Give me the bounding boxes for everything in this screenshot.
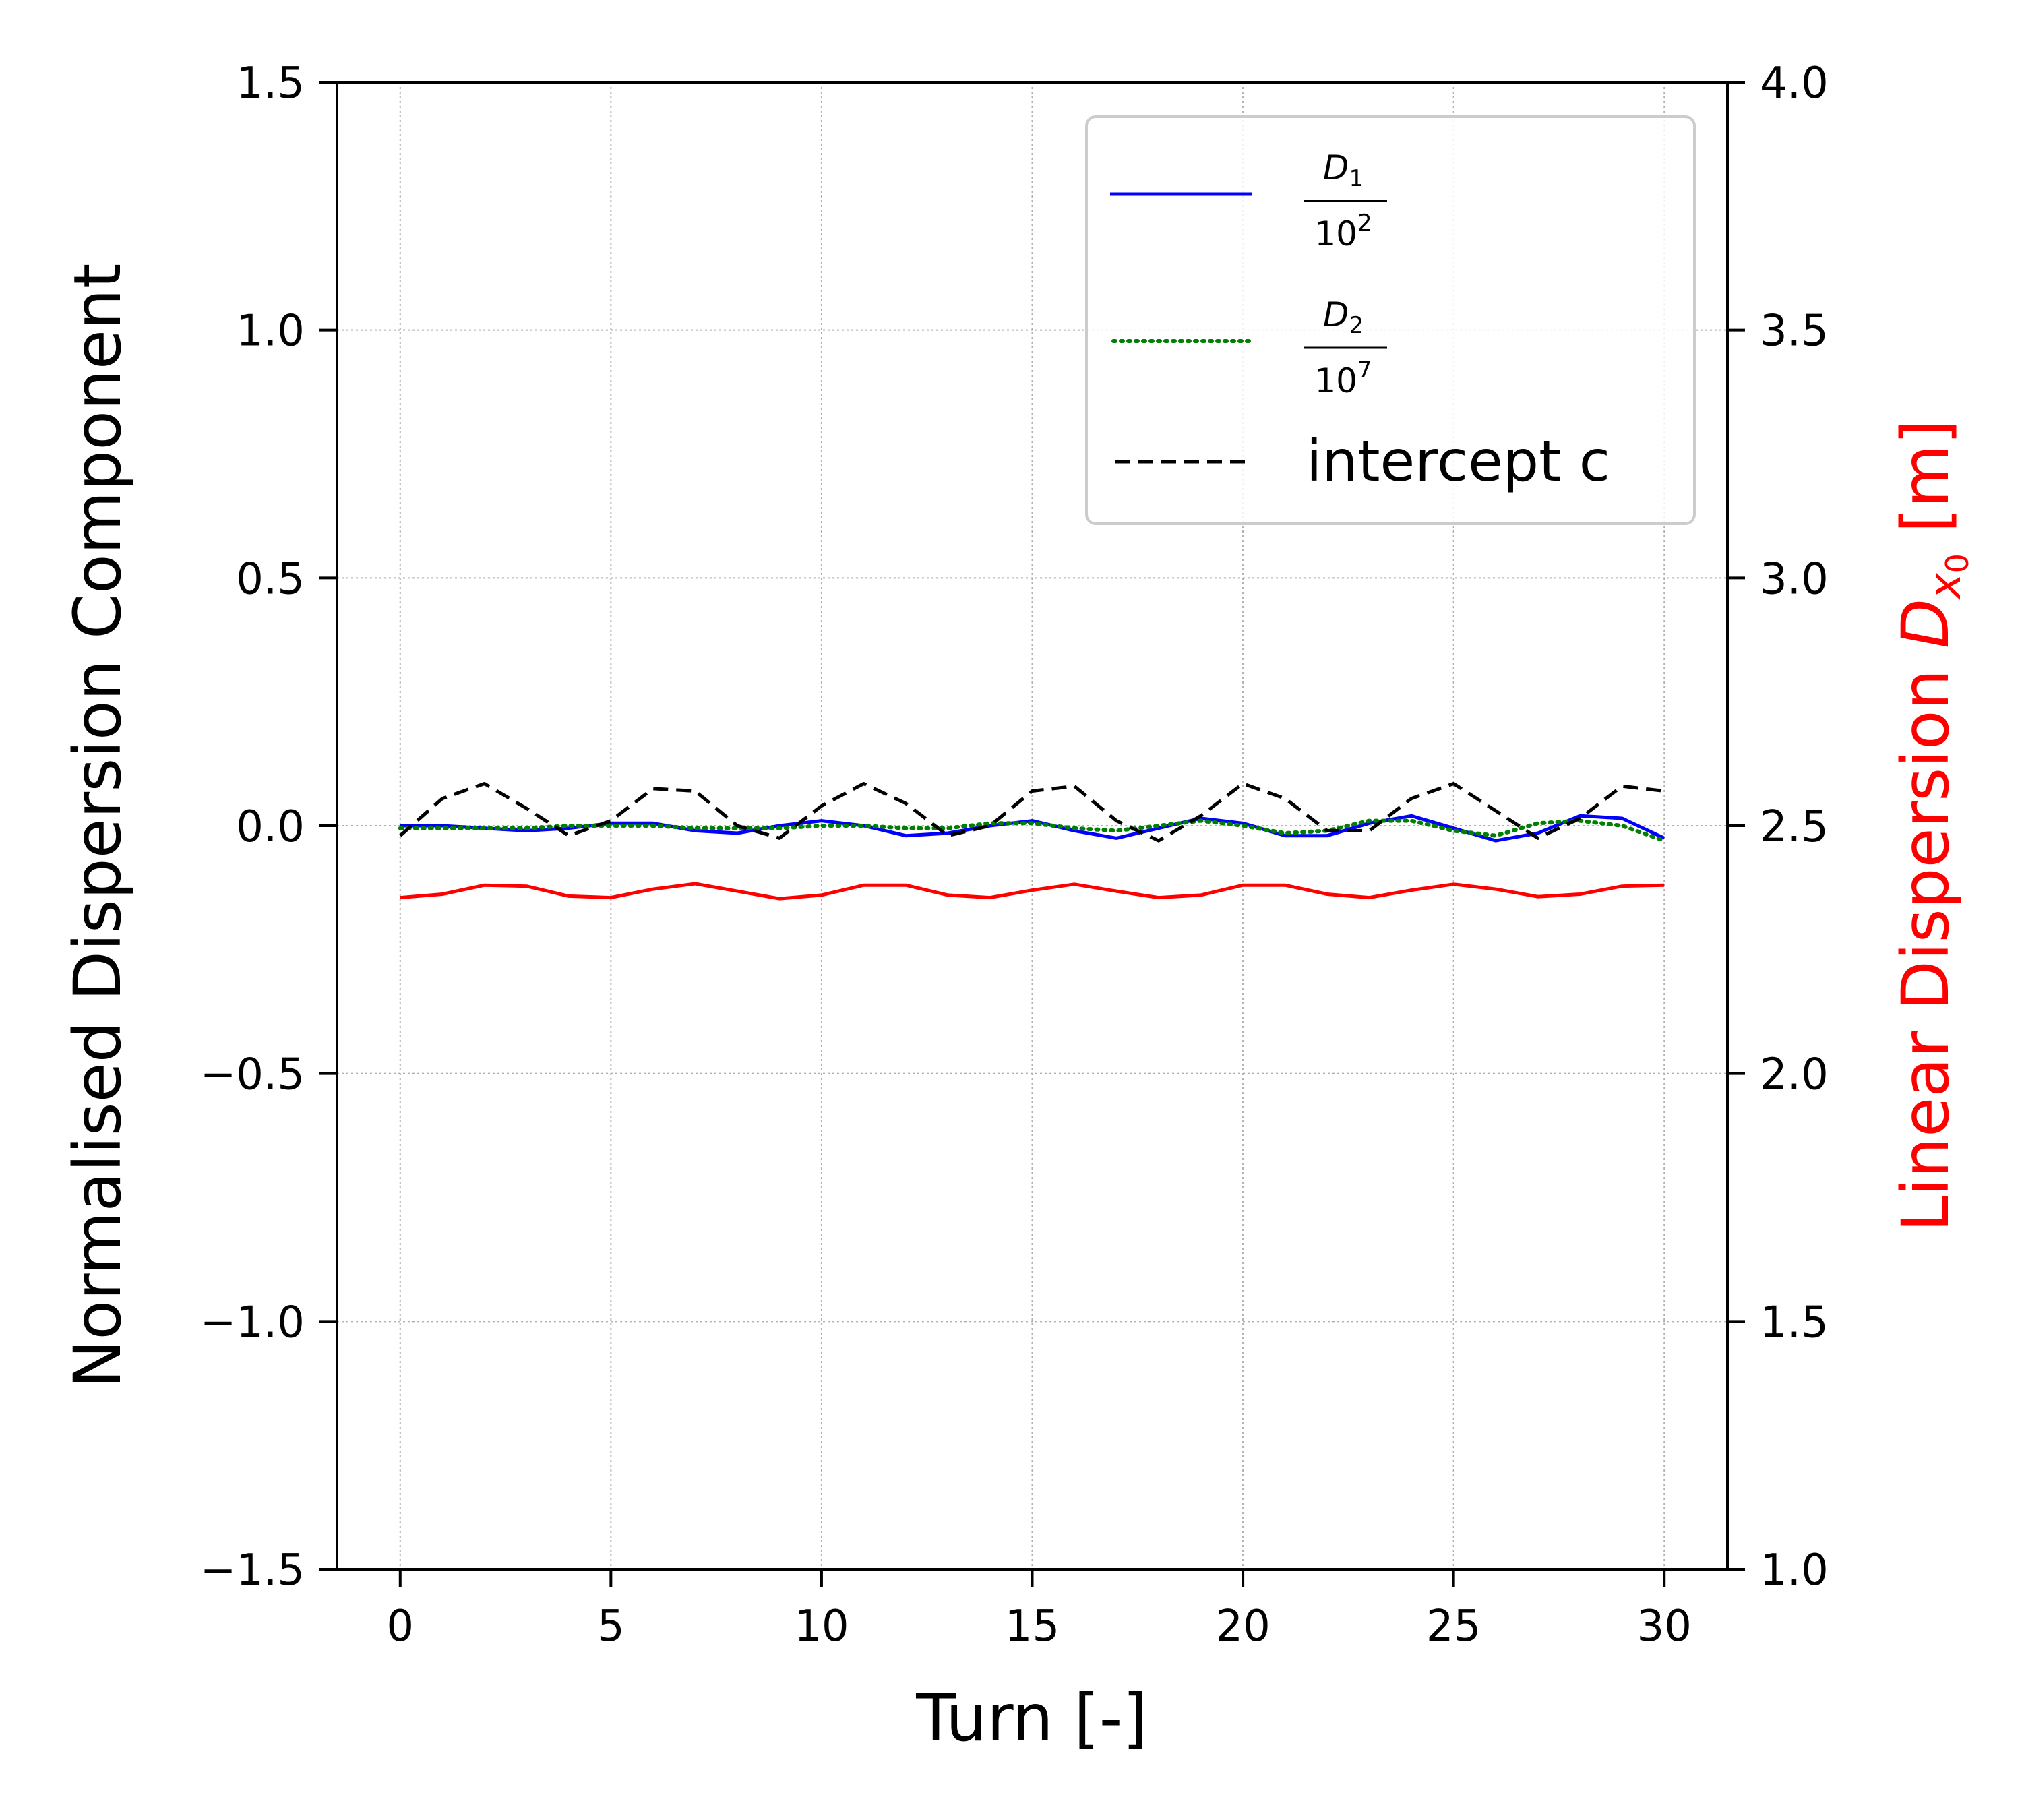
y-tick-label: 0.5 <box>236 554 305 604</box>
y2-axis-title-symbol: D <box>1888 599 1963 648</box>
y2-axis-title-suffix: [m] <box>1888 419 1963 553</box>
y-tick-label: −1.5 <box>200 1546 305 1596</box>
y2-tick-label: 1.5 <box>1760 1298 1829 1347</box>
y-tick-label: 1.0 <box>236 307 305 357</box>
legend-frame <box>1085 115 1696 525</box>
legend-label-d1-denominator: 102 <box>1314 210 1372 253</box>
x-tick-label: 20 <box>1215 1602 1270 1651</box>
x-tick-label: 30 <box>1637 1602 1692 1651</box>
y-axis-right: 1.0 1.5 2.0 2.5 3.0 3.5 4.0 <box>1727 59 1829 1596</box>
x-tick-label: 15 <box>1005 1602 1060 1651</box>
legend-label-d2-denominator: 107 <box>1314 357 1372 400</box>
y2-tick-label: 3.5 <box>1760 307 1829 357</box>
x-tick-label: 5 <box>597 1602 625 1651</box>
y2-tick-label: 1.0 <box>1760 1546 1829 1596</box>
y2-axis-title-subscript: x <box>1921 572 1971 600</box>
y2-tick-label: 4.0 <box>1760 59 1829 109</box>
y2-axis-title: Linear Dispersion Dx0 [m] <box>1888 419 1975 1232</box>
series-intercept-line <box>399 782 1665 843</box>
legend-label-intercept: intercept c <box>1306 428 1610 494</box>
series-d2-line <box>398 818 1667 843</box>
legend-label-d2-numerator: D2 <box>1323 295 1364 339</box>
legend-entry-d2: D2 107 <box>1111 295 1387 400</box>
y-axis-title: Normalised Dispersion Component <box>60 264 135 1389</box>
series-d1-line <box>400 814 1665 843</box>
legend-label-d1-numerator: D1 <box>1323 148 1364 192</box>
y2-tick-label: 2.0 <box>1760 1050 1829 1100</box>
y-axis-left: −1.5 −1.0 −0.5 0.0 0.5 1.0 1.5 <box>200 59 337 1596</box>
legend: D1 102 D2 107 intercept c <box>1085 115 1696 525</box>
y2-tick-label: 2.5 <box>1760 802 1829 852</box>
x-tick-label: 10 <box>794 1602 849 1651</box>
series-layer <box>398 782 1667 901</box>
x-tick-label: 25 <box>1426 1602 1481 1651</box>
x-tick-label: 0 <box>386 1602 414 1651</box>
y-tick-label: −0.5 <box>200 1050 305 1100</box>
y-tick-label: 1.5 <box>236 59 305 109</box>
legend-entry-intercept: intercept c <box>1115 428 1610 494</box>
y2-tick-label: 3.0 <box>1760 554 1829 604</box>
y-tick-label: −1.0 <box>200 1298 305 1347</box>
y-tick-label: 0.0 <box>236 802 305 852</box>
x-axis: 0 5 10 15 20 25 30 <box>386 1569 1692 1651</box>
x-axis-title: Turn [-] <box>915 1680 1148 1756</box>
y2-axis-title-subsubscript: 0 <box>1939 553 1975 573</box>
series-linear-dispersion-line <box>400 882 1665 901</box>
y2-axis-title-prefix: Linear Dispersion <box>1888 648 1963 1232</box>
legend-entry-d1: D1 102 <box>1110 148 1387 253</box>
